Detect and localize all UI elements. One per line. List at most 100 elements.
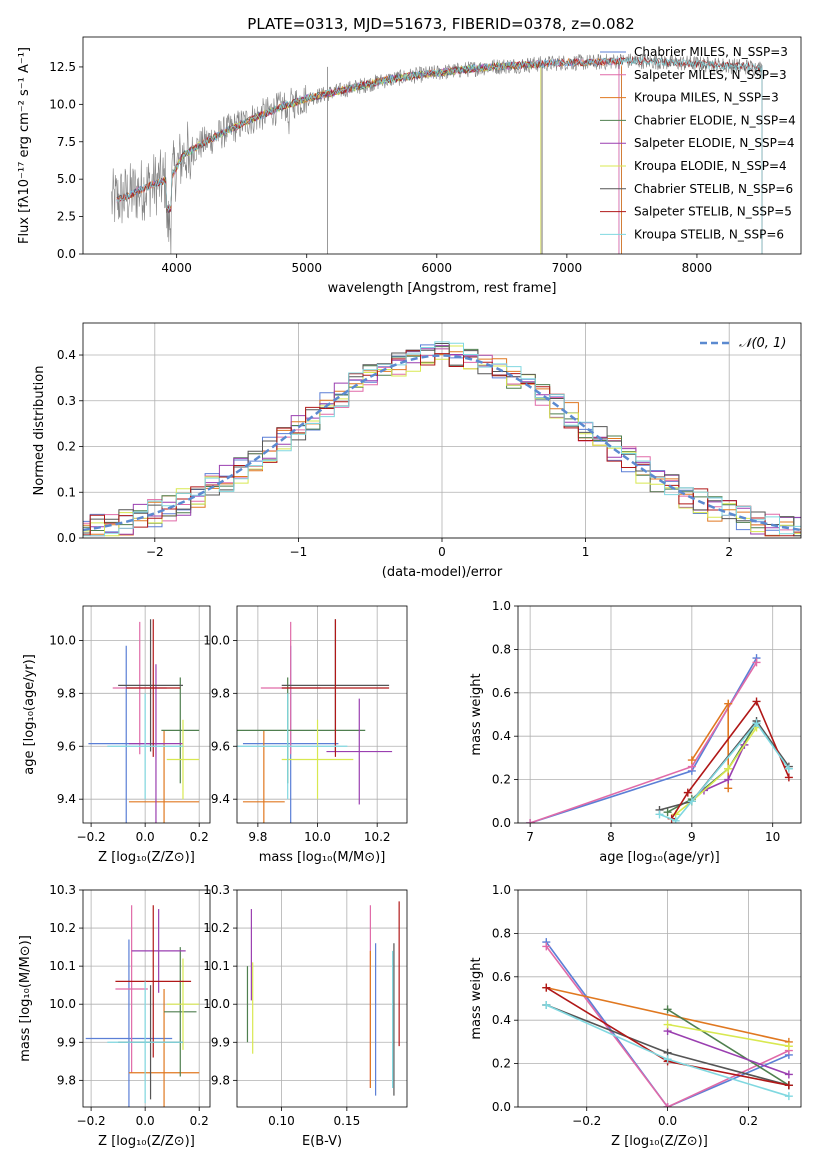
legend-label: Salpeter ELODIE, N_SSP=4 <box>634 136 795 150</box>
legend-label: Salpeter STELIB, N_SSP=5 <box>634 205 792 219</box>
legend-label: Kroupa ELODIE, N_SSP=4 <box>634 159 787 173</box>
y-tick-label: 9.4 <box>211 792 230 806</box>
series-marker <box>687 756 696 765</box>
series-marker <box>663 1005 672 1014</box>
series-marker <box>683 788 692 797</box>
x-tick-label: 0.15 <box>333 1114 360 1128</box>
series-line <box>667 1008 790 1086</box>
y-tick-label: 0.8 <box>492 926 511 940</box>
series-marker <box>752 697 761 706</box>
weight-vs-Z-panel: −0.2 0.0 0.2 0.0 0.2 0.4 0.6 0.8 1.0 Z [log₁₀(Z/Z… <box>469 883 802 1149</box>
legend-label: Salpeter MILES, N_SSP=3 <box>634 68 787 82</box>
plot-frame <box>82 36 802 255</box>
series-marker <box>752 719 761 728</box>
series-marker <box>526 819 535 823</box>
histogram-steps <box>83 351 801 537</box>
x-axis-label: age [log₁₀(age/yr)] <box>599 850 720 865</box>
series-line <box>529 661 758 823</box>
x-tick-label: 2 <box>725 545 733 559</box>
series-marker <box>687 797 696 806</box>
y-tick-label: 0.2 <box>57 440 76 454</box>
figure-title: PLATE=0313, MJD=51673, FIBERID=0378, z=0… <box>247 15 634 33</box>
y-tick-label: 12.5 <box>49 60 76 74</box>
y-tick-label: 9.8 <box>57 1073 76 1087</box>
y-tick-label: 0.1 <box>57 485 76 499</box>
x-tick-label: 10 <box>765 830 780 844</box>
y-tick-label: 0.6 <box>492 970 511 984</box>
plot-frame <box>82 322 802 539</box>
y-tick-label: 9.8 <box>57 686 76 700</box>
residual-histograms <box>83 341 801 537</box>
series-marker <box>671 816 680 823</box>
y-tick-label: 0.0 <box>57 247 76 261</box>
x-tick-label: 0 <box>438 545 446 559</box>
legend-label: 𝒩(0, 1) <box>739 336 786 351</box>
x-tick-label: 9.8 <box>248 830 267 844</box>
residuals-panel: −2 −1 0 1 2 0.0 0.1 0.2 0.3 0.4 (data-model)/error… <box>32 322 802 580</box>
series-line <box>675 727 758 815</box>
errorbars <box>85 905 200 1107</box>
series-marker <box>724 775 733 784</box>
y-tick-label: 10.3 <box>203 883 230 897</box>
age-vs-Z-panel: −0.2 0.0 0.2 9.4 9.6 9.8 10.0 Z [log₁₀(Z/Z⊙)] ag… <box>22 605 211 865</box>
y-tick-label: 10.0 <box>49 633 76 647</box>
x-tick-label: 4000 <box>161 261 192 275</box>
y-tick-label: 10.1 <box>49 959 76 973</box>
x-tick-label: −0.2 <box>77 1114 106 1128</box>
series-marker <box>542 942 551 951</box>
x-tick-label: −1 <box>290 545 308 559</box>
legend-label: Chabrier ELODIE, N_SSP=4 <box>634 113 796 127</box>
y-tick-label: 9.4 <box>57 792 76 806</box>
mass-vs-ebv-panel: 0.10 0.15 9.8 9.9 10.0 10.1 10.2 10.3 E(B-V) <box>203 883 408 1149</box>
series-line <box>529 657 758 823</box>
legend-label: Kroupa STELIB, N_SSP=6 <box>634 227 784 241</box>
spectrum-model-line <box>116 56 763 211</box>
y-tick-label: 0.4 <box>492 729 511 743</box>
y-tick-label: 10.2 <box>203 921 230 935</box>
x-tick-label: −2 <box>146 545 164 559</box>
y-tick-label: 10.2 <box>49 921 76 935</box>
series-marker <box>724 764 733 773</box>
series-marker <box>752 658 761 667</box>
y-axis-label: mass weight <box>469 957 484 1039</box>
y-tick-label: 0.4 <box>492 1013 511 1027</box>
series-marker <box>724 699 733 708</box>
errorbars <box>88 619 200 823</box>
spectrum-lines <box>111 53 763 254</box>
plot-frame <box>82 605 211 824</box>
x-tick-label: −0.2 <box>572 1114 601 1128</box>
series-marker <box>784 1081 793 1090</box>
y-axis-label: Normed distribution <box>32 366 47 496</box>
series-marker <box>784 1070 793 1079</box>
x-axis-label: Z [log₁₀(Z/Z⊙)] <box>98 1134 195 1149</box>
y-tick-label: 0.6 <box>492 686 511 700</box>
series-line <box>667 1030 790 1076</box>
weight-vs-age-panel: 7 8 9 10 0.0 0.2 0.4 0.6 0.8 1.0 age [log₁₀(age/yr… <box>469 599 802 865</box>
x-tick-label: 0.0 <box>136 830 155 844</box>
series-line <box>659 719 790 811</box>
x-tick-label: 9 <box>688 830 696 844</box>
series-marker <box>542 1001 551 1010</box>
y-tick-label: 7.5 <box>57 135 76 149</box>
series-line <box>667 1023 790 1047</box>
series-marker <box>542 983 551 992</box>
series-marker <box>724 784 733 793</box>
x-tick-label: 0.10 <box>268 1114 295 1128</box>
y-tick-label: 5.0 <box>57 172 76 186</box>
series-marker <box>784 773 793 782</box>
histogram-steps <box>83 341 801 537</box>
x-tick-label: −0.2 <box>77 830 106 844</box>
y-axis-label: mass [log₁₀(M/M⊙)] <box>18 935 33 1062</box>
x-axis-label: E(B-V) <box>302 1134 342 1149</box>
legend-label: Kroupa MILES, N_SSP=3 <box>634 91 779 105</box>
series-lines <box>526 654 793 823</box>
x-axis-label: wavelength [Angstrom, rest frame] <box>328 281 557 296</box>
y-tick-label: 9.8 <box>211 1073 230 1087</box>
x-tick-label: 0.0 <box>136 1114 155 1128</box>
y-tick-label: 0.8 <box>492 642 511 656</box>
series-marker <box>663 1055 672 1064</box>
series-marker <box>663 1103 672 1107</box>
x-tick-label: 0.2 <box>739 1114 758 1128</box>
x-tick-label: 1 <box>582 545 590 559</box>
